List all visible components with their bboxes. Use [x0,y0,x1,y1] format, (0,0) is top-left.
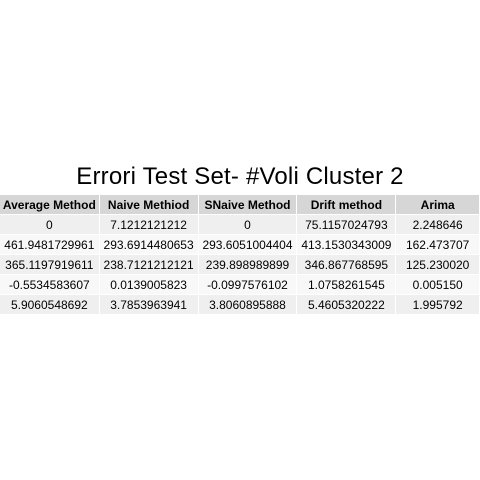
table-cell: 238.7121212121 [99,255,198,274]
table-cell: 0.0139005823 [99,275,198,294]
column-header: Naive Methiod [99,195,198,214]
column-header: Average Method [0,195,99,214]
table-cell: 1.0758261545 [297,275,396,294]
table-cell: 413.1530343009 [297,235,396,254]
table-cell: 365.1197919611 [0,255,99,274]
table-cell: 7.1212121212 [99,215,198,234]
table-cell: 239.898989899 [198,255,297,274]
table-cell: 3.8060895888 [198,295,297,314]
table-cell: 1.995792 [396,295,479,314]
column-header: Drift method [297,195,396,214]
table-row: 5.9060548692 3.7853963941 3.8060895888 5… [0,295,479,314]
table-cell: 162.473707 [396,235,479,254]
table-row: 0 7.1212121212 0 75.1157024793 2.248646 [0,215,479,234]
table-cell: 5.9060548692 [0,295,99,314]
table-cell: 0.005150 [396,275,479,294]
table-title: Errori Test Set- #Voli Cluster 2 [76,163,404,190]
column-header: Arima [396,195,479,214]
table-cell: -0.5534583607 [0,275,99,294]
table-row: 365.1197919611 238.7121212121 239.898989… [0,255,479,274]
table-row: -0.5534583607 0.0139005823 -0.0997576102… [0,275,479,294]
table-cell: 346.867768595 [297,255,396,274]
error-table-container: Average Method Naive Methiod SNaive Meth… [0,194,480,322]
header-row: Average Method Naive Methiod SNaive Meth… [0,195,479,214]
table-cell: 125.230020 [396,255,479,274]
table-cell: 461.9481729961 [0,235,99,254]
table-cell: 293.6914480653 [99,235,198,254]
table-row: 461.9481729961 293.6914480653 293.605100… [0,235,479,254]
table-cell: 293.6051004404 [198,235,297,254]
table-cell: 0 [198,215,297,234]
table-cell: 5.4605320222 [297,295,396,314]
table-cell: 2.248646 [396,215,479,234]
table-cell: 3.7853963941 [99,295,198,314]
table-cell: -0.0997576102 [198,275,297,294]
column-header: SNaive Method [198,195,297,214]
error-table: Average Method Naive Methiod SNaive Meth… [0,194,480,315]
table-cell: 75.1157024793 [297,215,396,234]
table-cell: 0 [0,215,99,234]
